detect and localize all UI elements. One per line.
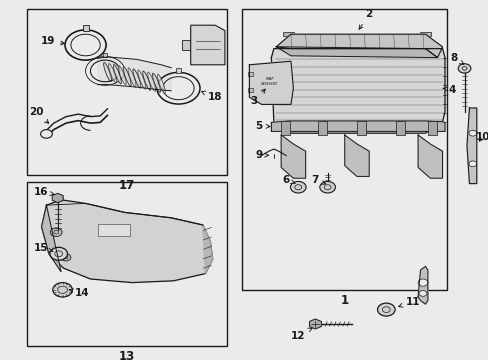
- Bar: [419, 32, 430, 36]
- Bar: [281, 121, 289, 135]
- Bar: [427, 121, 436, 135]
- Ellipse shape: [123, 67, 131, 86]
- Polygon shape: [466, 108, 476, 184]
- Text: 18: 18: [201, 91, 222, 102]
- Text: 6: 6: [282, 175, 295, 185]
- Circle shape: [457, 64, 470, 73]
- Polygon shape: [309, 319, 321, 329]
- Text: 19: 19: [41, 36, 64, 46]
- Polygon shape: [190, 25, 224, 65]
- Bar: [248, 72, 253, 76]
- Polygon shape: [41, 205, 61, 272]
- Circle shape: [468, 161, 476, 167]
- Bar: [242, 9, 447, 290]
- Bar: [356, 121, 365, 135]
- Ellipse shape: [118, 66, 126, 85]
- Polygon shape: [417, 135, 442, 178]
- Text: 10: 10: [475, 132, 488, 142]
- Ellipse shape: [157, 74, 165, 94]
- Ellipse shape: [108, 63, 116, 83]
- Ellipse shape: [152, 73, 160, 93]
- Text: 14: 14: [69, 288, 89, 298]
- Circle shape: [377, 303, 394, 316]
- Ellipse shape: [147, 72, 155, 91]
- Text: 8: 8: [449, 53, 463, 64]
- Text: 17: 17: [119, 179, 135, 192]
- Text: 9: 9: [255, 150, 268, 160]
- Ellipse shape: [133, 69, 141, 88]
- Circle shape: [50, 247, 67, 260]
- Text: 20: 20: [29, 107, 48, 123]
- Text: 1: 1: [340, 294, 348, 307]
- Bar: [27, 9, 227, 175]
- Ellipse shape: [138, 70, 145, 89]
- Ellipse shape: [142, 71, 150, 90]
- Text: 2: 2: [358, 9, 372, 29]
- Polygon shape: [203, 225, 212, 274]
- Circle shape: [53, 283, 72, 297]
- Text: 11: 11: [398, 297, 420, 307]
- Bar: [182, 40, 192, 50]
- Bar: [82, 25, 88, 31]
- Bar: [176, 68, 181, 73]
- Polygon shape: [249, 61, 293, 104]
- Bar: [98, 224, 129, 236]
- Text: 16: 16: [33, 186, 54, 197]
- Circle shape: [41, 130, 52, 138]
- Polygon shape: [417, 266, 427, 304]
- Bar: [317, 121, 326, 135]
- Polygon shape: [271, 121, 444, 131]
- Ellipse shape: [103, 62, 111, 82]
- Text: MAF
SENSOR: MAF SENSOR: [261, 77, 278, 86]
- Bar: [27, 182, 227, 346]
- Polygon shape: [52, 193, 63, 203]
- Circle shape: [468, 130, 476, 136]
- Circle shape: [50, 228, 62, 237]
- Polygon shape: [344, 135, 368, 176]
- Ellipse shape: [128, 68, 136, 87]
- Circle shape: [61, 254, 71, 261]
- Circle shape: [319, 181, 335, 193]
- Bar: [282, 32, 294, 36]
- Circle shape: [417, 279, 427, 286]
- Polygon shape: [98, 57, 171, 91]
- Circle shape: [290, 181, 305, 193]
- Text: 12: 12: [290, 328, 311, 341]
- Ellipse shape: [113, 64, 121, 84]
- Bar: [395, 121, 404, 135]
- Text: 4: 4: [442, 85, 455, 95]
- Text: 5: 5: [255, 121, 269, 131]
- Polygon shape: [281, 135, 305, 178]
- Text: 7: 7: [311, 175, 325, 185]
- Bar: [248, 88, 253, 92]
- Text: 3: 3: [250, 89, 265, 106]
- Circle shape: [418, 291, 426, 296]
- Polygon shape: [276, 47, 437, 58]
- Text: 13: 13: [119, 350, 135, 360]
- Text: 15: 15: [33, 243, 53, 253]
- Polygon shape: [271, 49, 444, 133]
- Bar: [103, 53, 107, 57]
- Polygon shape: [41, 200, 212, 283]
- Polygon shape: [276, 34, 442, 58]
